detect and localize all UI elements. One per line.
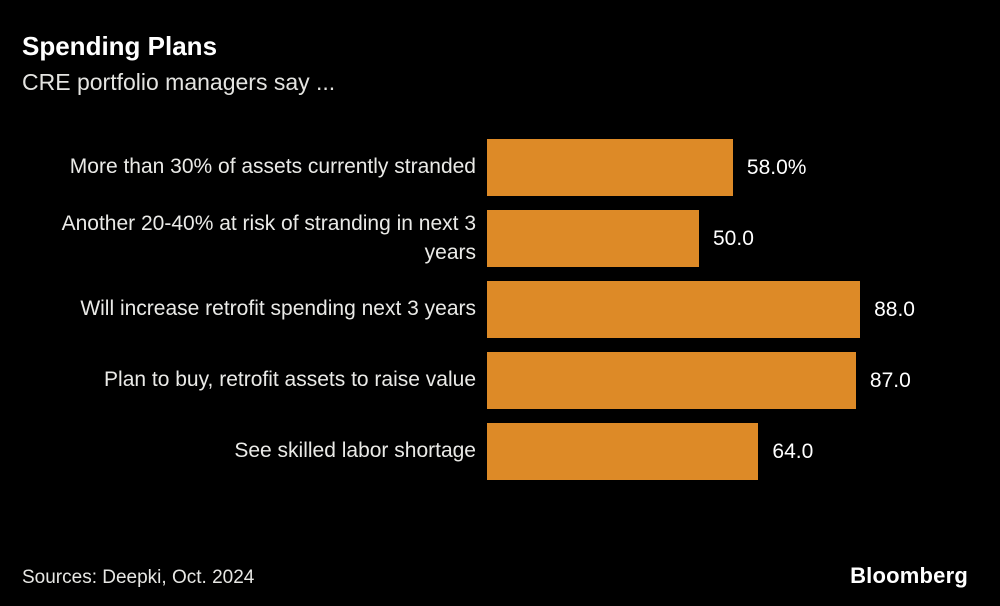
- bar-row: Another 20-40% at risk of stranding in n…: [22, 210, 982, 267]
- value-label: 50.0: [713, 226, 754, 250]
- category-label: See skilled labor shortage: [234, 439, 476, 463]
- bar-row: See skilled labor shortage 64.0: [22, 423, 982, 480]
- bar: [487, 139, 733, 196]
- bar-track: 64.0: [487, 423, 982, 480]
- bar-row: Plan to buy, retrofit assets to raise va…: [22, 352, 982, 409]
- value-label: 88.0: [874, 297, 915, 321]
- category-label: More than 30% of assets currently strand…: [69, 155, 476, 179]
- chart-header: Spending Plans CRE portfolio managers sa…: [22, 31, 336, 96]
- value-label: 58.0%: [746, 155, 807, 179]
- category-label: Another 20-40% at risk of stranding in n…: [61, 212, 476, 264]
- category-label: Plan to buy, retrofit assets to raise va…: [104, 368, 476, 392]
- value-label: 87.0: [869, 368, 911, 392]
- chart-subtitle: CRE portfolio managers say ...: [22, 68, 336, 95]
- bar-row: Will increase retrofit spending next 3 y…: [22, 281, 982, 338]
- bar-track: 88.0: [487, 281, 982, 338]
- bloomberg-logo: Bloomberg: [850, 563, 968, 588]
- source-note: Sources: Deepki, Oct. 2024: [22, 567, 255, 588]
- bar-row: More than 30% of assets currently strand…: [22, 139, 982, 196]
- bar-track: 87.0: [487, 352, 982, 409]
- bar-track: 50.0: [487, 210, 982, 267]
- category-label: Will increase retrofit spending next 3 y…: [80, 297, 476, 321]
- bar-chart: More than 30% of assets currently strand…: [22, 139, 982, 480]
- value-label: 64.0: [772, 439, 814, 463]
- chart-title: Spending Plans: [22, 31, 218, 61]
- bar: [487, 352, 856, 409]
- bar: [487, 281, 861, 338]
- bar-track: 58.0%: [487, 139, 982, 196]
- bar: [487, 423, 759, 480]
- chart-footer: Sources: Deepki, Oct. 2024 Bloomberg: [22, 563, 968, 589]
- bar: [487, 210, 699, 267]
